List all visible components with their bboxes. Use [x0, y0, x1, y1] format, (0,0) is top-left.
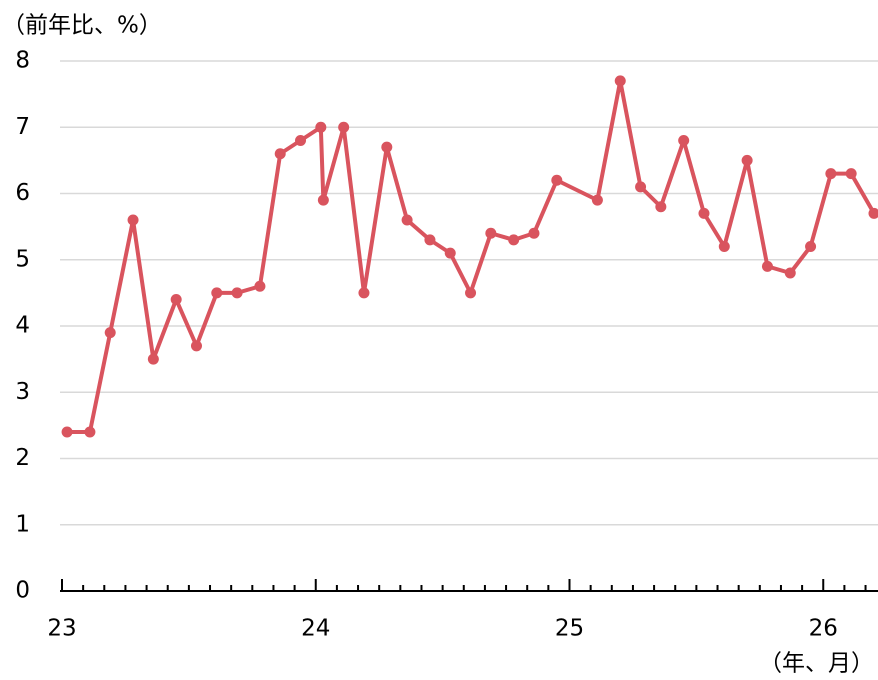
- marker: [254, 280, 266, 292]
- marker: [147, 353, 159, 365]
- x-axis-label: （年、月）: [759, 651, 874, 677]
- marker: [551, 174, 563, 186]
- y-tick-label: 0: [15, 578, 30, 604]
- marker: [614, 75, 626, 87]
- marker: [274, 148, 286, 160]
- x-tick-label: 25: [555, 616, 584, 642]
- marker: [211, 287, 223, 299]
- marker: [825, 168, 837, 180]
- marker: [190, 340, 202, 352]
- marker: [678, 135, 690, 146]
- x-tick-label: 24: [301, 616, 330, 642]
- y-tick-label: 5: [15, 246, 30, 272]
- y-tick-label: 4: [15, 313, 30, 339]
- marker: [508, 234, 520, 246]
- line: [67, 78, 876, 434]
- marker: [231, 287, 243, 299]
- marker: [465, 287, 477, 299]
- y-tick-label: 8: [15, 48, 30, 74]
- marker: [761, 260, 773, 272]
- marker: [61, 426, 73, 438]
- marker: [868, 207, 878, 219]
- marker: [381, 141, 393, 153]
- marker: [84, 426, 96, 438]
- marker: [317, 194, 329, 206]
- marker: [170, 294, 182, 305]
- y-axis-label: （前年比、%）: [2, 13, 162, 39]
- marker: [655, 201, 667, 213]
- marker: [315, 121, 327, 133]
- y-tick-label: 3: [15, 379, 30, 405]
- x-tick-label: 23: [47, 616, 76, 642]
- marker: [295, 135, 307, 146]
- marker: [358, 287, 370, 299]
- y-tick-label: 7: [15, 114, 30, 140]
- marker: [635, 181, 647, 193]
- marker: [718, 241, 730, 252]
- marker: [444, 247, 456, 259]
- marker: [127, 214, 139, 226]
- marker: [104, 327, 116, 339]
- marker: [741, 154, 753, 166]
- marker: [424, 234, 436, 246]
- y-tick-label: 6: [15, 180, 30, 206]
- marker: [784, 267, 796, 279]
- marker: [401, 214, 413, 226]
- marker: [528, 227, 540, 239]
- marker: [338, 121, 350, 133]
- x-tick-label: 26: [809, 616, 838, 642]
- marker: [591, 194, 603, 206]
- y-tick-label: 2: [15, 445, 30, 471]
- marker: [845, 168, 857, 180]
- marker: [485, 227, 497, 239]
- y-tick-label: 1: [15, 511, 30, 537]
- marker: [805, 241, 817, 252]
- marker: [698, 207, 710, 219]
